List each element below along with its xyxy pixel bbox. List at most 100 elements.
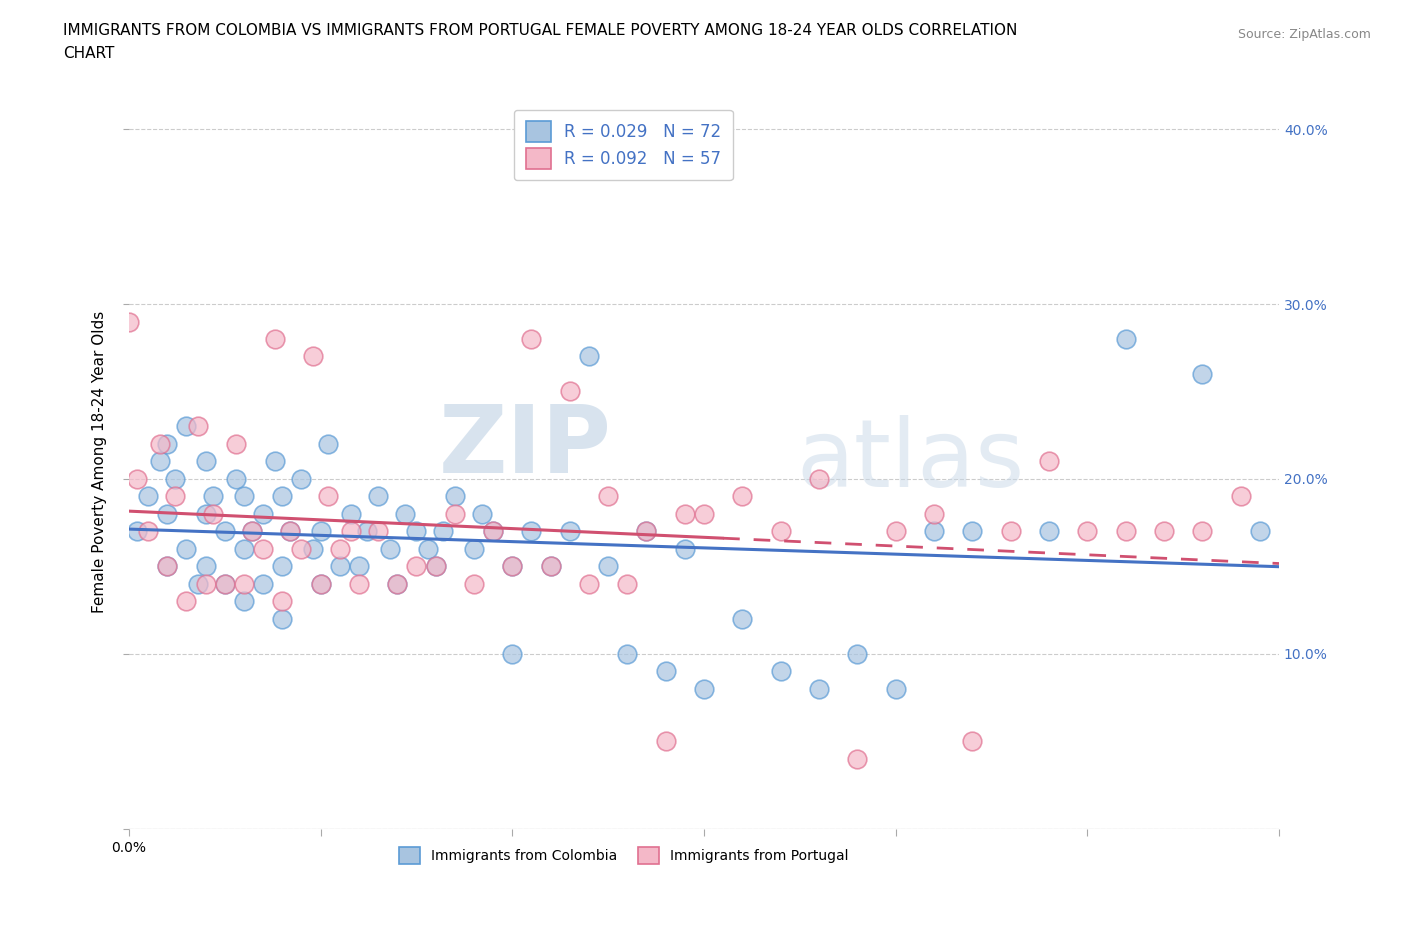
Point: [846, 751, 869, 766]
Point: [846, 646, 869, 661]
Point: [673, 507, 696, 522]
Point: [520, 332, 543, 347]
Point: [1191, 366, 1213, 381]
Point: [271, 559, 294, 574]
Point: [501, 646, 523, 661]
Point: [136, 489, 159, 504]
Point: [482, 524, 505, 538]
Point: [616, 646, 638, 661]
Point: [769, 664, 792, 679]
Point: [356, 524, 378, 538]
Point: [194, 507, 217, 522]
Point: [214, 524, 236, 538]
Point: [578, 349, 600, 364]
Point: [394, 507, 416, 522]
Point: [432, 524, 454, 538]
Point: [463, 577, 485, 591]
Point: [187, 577, 209, 591]
Point: [443, 507, 465, 522]
Point: [807, 472, 830, 486]
Point: [125, 472, 148, 486]
Text: IMMIGRANTS FROM COLOMBIA VS IMMIGRANTS FROM PORTUGAL FEMALE POVERTY AMONG 18-24 : IMMIGRANTS FROM COLOMBIA VS IMMIGRANTS F…: [63, 23, 1018, 38]
Point: [769, 524, 792, 538]
Point: [148, 436, 170, 451]
Point: [156, 507, 179, 522]
Point: [163, 472, 186, 486]
Point: [693, 507, 716, 522]
Point: [520, 524, 543, 538]
Text: ZIP: ZIP: [439, 401, 612, 493]
Point: [654, 734, 676, 749]
Point: [596, 559, 619, 574]
Text: CHART: CHART: [63, 46, 115, 61]
Point: [962, 524, 984, 538]
Point: [1038, 524, 1060, 538]
Point: [232, 489, 254, 504]
Point: [1000, 524, 1022, 538]
Point: [232, 577, 254, 591]
Point: [540, 559, 562, 574]
Point: [302, 541, 325, 556]
Point: [367, 524, 389, 538]
Point: [290, 541, 312, 556]
Point: [225, 436, 247, 451]
Point: [163, 489, 186, 504]
Point: [731, 489, 754, 504]
Point: [962, 734, 984, 749]
Point: [271, 612, 294, 627]
Point: [202, 507, 225, 522]
Point: [540, 559, 562, 574]
Point: [884, 524, 907, 538]
Point: [271, 489, 294, 504]
Point: [405, 559, 427, 574]
Point: [176, 594, 198, 609]
Text: Source: ZipAtlas.com: Source: ZipAtlas.com: [1237, 28, 1371, 41]
Point: [347, 577, 370, 591]
Point: [922, 507, 945, 522]
Point: [194, 559, 217, 574]
Point: [387, 577, 409, 591]
Point: [240, 524, 263, 538]
Point: [263, 332, 285, 347]
Point: [271, 594, 294, 609]
Point: [263, 454, 285, 469]
Point: [329, 559, 352, 574]
Point: [1229, 489, 1251, 504]
Point: [558, 384, 581, 399]
Point: [340, 507, 363, 522]
Text: atlas: atlas: [796, 416, 1024, 508]
Point: [340, 524, 363, 538]
Point: [367, 489, 389, 504]
Point: [578, 577, 600, 591]
Point: [225, 472, 247, 486]
Point: [1115, 524, 1137, 538]
Point: [316, 436, 339, 451]
Point: [309, 577, 332, 591]
Point: [176, 419, 198, 434]
Point: [136, 524, 159, 538]
Point: [443, 489, 465, 504]
Point: [214, 577, 236, 591]
Point: [501, 559, 523, 574]
Point: [1153, 524, 1175, 538]
Point: [425, 559, 447, 574]
Point: [232, 541, 254, 556]
Point: [616, 577, 638, 591]
Point: [302, 349, 325, 364]
Point: [482, 524, 505, 538]
Point: [232, 594, 254, 609]
Point: [884, 682, 907, 697]
Point: [405, 524, 427, 538]
Point: [378, 541, 401, 556]
Point: [922, 524, 945, 538]
Point: [194, 577, 217, 591]
Point: [290, 472, 312, 486]
Point: [387, 577, 409, 591]
Point: [1191, 524, 1213, 538]
Point: [501, 559, 523, 574]
Point: [156, 436, 179, 451]
Point: [596, 489, 619, 504]
Point: [214, 577, 236, 591]
Point: [278, 524, 301, 538]
Point: [252, 577, 274, 591]
